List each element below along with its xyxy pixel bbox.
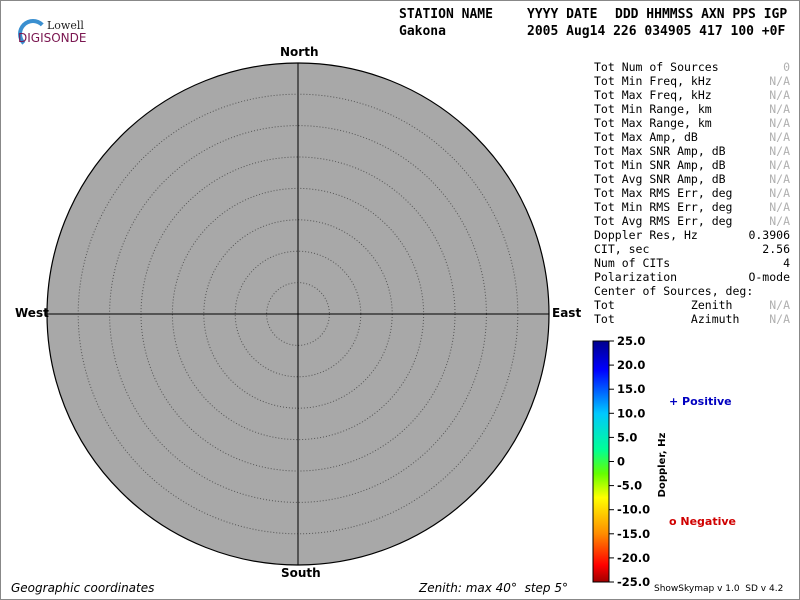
stat-value: N/A <box>769 88 790 102</box>
stat-row: Tot Num of Sources 0 <box>594 60 790 74</box>
colorbar-tick-label: -15.0 <box>617 527 650 541</box>
logo-bottom: DIGISONDE <box>18 31 87 45</box>
header-station: STATION NAME <box>399 7 493 22</box>
stat-row: Center of Sources, deg: <box>594 284 790 298</box>
stat-value: N/A <box>769 102 790 116</box>
colorbar-tick-label: 20.0 <box>617 358 645 372</box>
stat-label: Doppler Res, Hz <box>594 228 698 242</box>
colorbar-tick-label: 5.0 <box>617 430 637 444</box>
stat-label: Num of CITs <box>594 256 671 270</box>
colorbar-tick-label: -10.0 <box>617 503 650 517</box>
stat-row: Tot Max SNR Amp, dB N/A <box>594 144 790 158</box>
stat-row: CIT, sec 2.56 <box>594 242 790 256</box>
legend-positive: + Positive <box>669 395 732 408</box>
stat-label: Tot Min Freq, kHz <box>594 74 712 88</box>
header-fields: DDD HHMMSS AXN PPS IGP <box>615 7 788 22</box>
footer-left: Geographic coordinates <box>11 581 155 595</box>
stat-label: Tot Max Amp, dB <box>594 130 698 144</box>
stat-label: Tot Num of Sources <box>594 60 719 74</box>
compass-north: North <box>280 45 319 59</box>
colorbar-tick-label: 25.0 <box>617 334 645 348</box>
stat-value: N/A <box>769 200 790 214</box>
stat-row: Tot Min SNR Amp, dB N/A <box>594 158 790 172</box>
stat-label: Tot Max SNR Amp, dB <box>594 144 726 158</box>
stat-row: Tot Max Freq, kHz N/A <box>594 88 790 102</box>
stat-row: Tot Avg RMS Err, deg N/A <box>594 214 790 228</box>
stat-row: Tot Max Amp, dB N/A <box>594 130 790 144</box>
compass-south: South <box>281 566 321 580</box>
stat-label: Tot Max Freq, kHz <box>594 88 712 102</box>
stat-row: Tot Zenith N/A <box>594 298 790 312</box>
stat-label: Tot Min SNR Amp, dB <box>594 158 726 172</box>
stat-value: N/A <box>769 312 790 326</box>
footer-right: ShowSkymap v 1.0 SD v 4.2 <box>654 584 784 594</box>
stat-row: Tot Min Range, km N/A <box>594 102 790 116</box>
stat-row: Num of CITs 4 <box>594 256 790 270</box>
legend-negative: o Negative <box>669 515 737 528</box>
stat-value: N/A <box>769 298 790 312</box>
compass-east: East <box>552 306 582 320</box>
station-values: 2005 Aug14 226 034905 417 100 +0F <box>527 24 786 39</box>
stat-label: Tot Zenith <box>594 298 733 312</box>
stat-label: Tot Azimuth <box>594 312 740 326</box>
stat-row: Tot Azimuth N/A <box>594 312 790 326</box>
stat-label: Tot Min Range, km <box>594 102 712 116</box>
stat-value: N/A <box>769 186 790 200</box>
logo-top: Lowell <box>47 19 84 32</box>
colorbar-tick-label: -25.0 <box>617 575 650 589</box>
colorbar-title: Doppler, Hz <box>657 433 668 498</box>
stat-value: N/A <box>769 74 790 88</box>
stat-value: 0 <box>783 60 790 74</box>
stat-label: Tot Max Range, km <box>594 116 712 130</box>
stat-row: Tot Max Range, km N/A <box>594 116 790 130</box>
colorbar <box>592 340 610 583</box>
stat-value: N/A <box>769 116 790 130</box>
stat-row: Polarization O-mode <box>594 270 790 284</box>
stat-label: CIT, sec <box>594 242 650 256</box>
stat-value: N/A <box>769 130 790 144</box>
station-name: Gakona <box>399 24 446 39</box>
stat-value: 4 <box>783 256 790 270</box>
stat-label: Center of Sources, deg: <box>594 284 754 298</box>
stat-value: N/A <box>769 172 790 186</box>
stat-label: Polarization <box>594 270 678 284</box>
stat-row: Tot Min Freq, kHz N/A <box>594 74 790 88</box>
footer-middle: Zenith: max 40° step 5° <box>419 581 568 595</box>
stat-row: Doppler Res, Hz 0.3906 <box>594 228 790 242</box>
colorbar-ticks: 25.0 20.0 15.0 10.0 5.0 0 -5.0 -10.0 -15.0 -20.0 -… <box>609 334 650 589</box>
stat-value: 0.3906 <box>748 228 790 242</box>
colorbar-tick-label: 10.0 <box>617 406 645 420</box>
stat-label: Tot Avg SNR Amp, dB <box>594 172 726 186</box>
stat-label: Tot Avg RMS Err, deg <box>594 214 733 228</box>
stat-value: N/A <box>769 158 790 172</box>
colorbar-tick-label: 15.0 <box>617 382 645 396</box>
stat-label: Tot Min RMS Err, deg <box>594 200 733 214</box>
stat-row: Tot Avg SNR Amp, dB N/A <box>594 172 790 186</box>
colorbar-tick-label: -20.0 <box>617 551 650 565</box>
stat-row: Tot Min RMS Err, deg N/A <box>594 200 790 214</box>
stat-value: N/A <box>769 144 790 158</box>
compass-west: West <box>15 306 49 320</box>
stat-value: 2.56 <box>762 242 790 256</box>
stat-row: Tot Max RMS Err, deg N/A <box>594 186 790 200</box>
stat-label: Tot Max RMS Err, deg <box>594 186 733 200</box>
stat-value: O-mode <box>748 270 790 284</box>
stat-value: N/A <box>769 214 790 228</box>
header-date: YYYY DATE <box>527 7 598 22</box>
colorbar-tick-label: -5.0 <box>617 479 642 493</box>
colorbar-tick-label: 0 <box>617 455 625 469</box>
logo-mark <box>18 19 48 49</box>
